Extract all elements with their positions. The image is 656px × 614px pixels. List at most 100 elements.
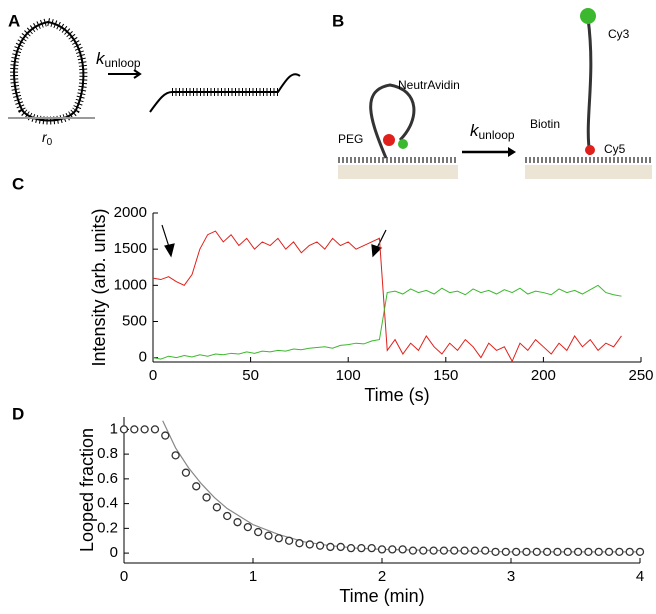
x-tick-label: 0	[120, 568, 128, 585]
data-point	[192, 482, 201, 491]
data-point	[615, 547, 624, 557]
data-point	[223, 511, 232, 521]
data-point	[295, 539, 304, 548]
data-line	[152, 284, 622, 360]
data-point	[161, 431, 170, 440]
surface-label: PEG	[338, 132, 363, 146]
data-point	[367, 544, 376, 553]
x-axis-title: Time (s)	[364, 385, 429, 405]
y-axis-title: Intensity (arb. units)	[89, 208, 109, 366]
data-point	[501, 547, 510, 557]
x-tick-label: 2	[378, 568, 386, 585]
x-tick-label: 0	[149, 367, 157, 384]
data-point	[491, 547, 500, 557]
x-axis-title: Time (min)	[339, 586, 424, 606]
data-point	[284, 536, 294, 545]
data-point	[408, 546, 418, 555]
x-tick-label: 100	[336, 367, 361, 384]
data-point	[254, 527, 263, 537]
data-point	[470, 546, 480, 555]
data-point	[532, 547, 541, 557]
data-point	[181, 468, 191, 477]
rate-symbol: k	[96, 49, 106, 68]
data-point	[439, 546, 449, 555]
data-point	[450, 546, 459, 555]
rate-subscript: unloop	[105, 56, 141, 70]
data-point	[584, 547, 593, 557]
data-point	[326, 542, 335, 552]
y-tick-label: 0.8	[97, 445, 118, 462]
panel-label: C	[12, 174, 24, 193]
rate-label: kunloop	[470, 121, 515, 142]
x-tick-label: 50	[242, 367, 259, 384]
data-point	[388, 545, 397, 554]
y-tick-label: 1500	[114, 240, 147, 257]
data-point	[398, 545, 407, 554]
data-point	[429, 546, 438, 555]
y-tick-label: 0.4	[97, 495, 118, 512]
data-point	[522, 547, 531, 557]
data-point	[336, 542, 345, 552]
dna-loop	[8, 17, 301, 125]
panel-label: A	[8, 11, 20, 30]
radius-symbol: r	[42, 129, 48, 145]
linker-label: Biotin	[530, 117, 560, 131]
data-point	[594, 547, 603, 557]
data-point	[130, 425, 139, 434]
data-point	[460, 546, 469, 555]
y-axis-title: Looped fraction	[77, 428, 97, 552]
data-point	[625, 547, 634, 557]
x-tick-label: 1	[249, 568, 257, 585]
data-point	[573, 547, 583, 557]
data-point	[604, 547, 614, 557]
y-tick-label: 1	[110, 420, 118, 437]
dye-label: Cy5	[604, 142, 626, 156]
data-point	[563, 547, 572, 557]
data-point	[553, 547, 562, 557]
data-point	[377, 545, 387, 554]
x-tick-label: 3	[507, 568, 515, 585]
smfret-schematic	[338, 8, 652, 179]
data-point	[315, 541, 325, 550]
dye-label: Cy3	[608, 27, 630, 41]
data-point	[233, 518, 242, 527]
event-arrows	[161, 224, 387, 258]
data-point	[243, 522, 252, 532]
rate-symbol: k	[470, 121, 480, 140]
data-point	[171, 451, 180, 460]
data-point	[119, 425, 129, 434]
y-tick-label: 0.6	[97, 470, 118, 487]
data-point	[481, 546, 490, 555]
x-tick-label: 250	[628, 367, 653, 384]
rate-subscript: unloop	[479, 128, 515, 142]
data-point	[150, 425, 160, 434]
panel-label: D	[12, 404, 24, 423]
data-point	[140, 425, 149, 434]
data-point	[542, 547, 552, 557]
y-tick-label: 2000	[114, 204, 147, 221]
y-tick-label: 0	[139, 349, 147, 366]
data-point	[264, 531, 273, 540]
data-point	[419, 546, 428, 555]
x-tick-label: 4	[636, 568, 644, 585]
data-line	[162, 420, 640, 553]
data-point	[346, 544, 356, 553]
data-point	[635, 547, 645, 557]
data-line	[152, 230, 622, 363]
x-tick-label: 200	[531, 367, 556, 384]
x-tick-label: 150	[433, 367, 458, 384]
data-point	[274, 534, 283, 543]
data-point	[305, 540, 314, 549]
y-tick-label: 500	[122, 312, 147, 329]
data-point	[357, 544, 366, 553]
data-point	[512, 547, 521, 557]
data-point	[212, 503, 222, 512]
radius-subscript: 0	[47, 137, 53, 148]
y-tick-label: 1000	[114, 276, 147, 293]
y-tick-label: 0	[110, 544, 118, 561]
radius-label: r0	[42, 129, 53, 148]
protein-label: NeutrAvidin	[398, 78, 460, 92]
panel-label: B	[332, 11, 344, 30]
rate-label: kunloop	[96, 49, 141, 70]
